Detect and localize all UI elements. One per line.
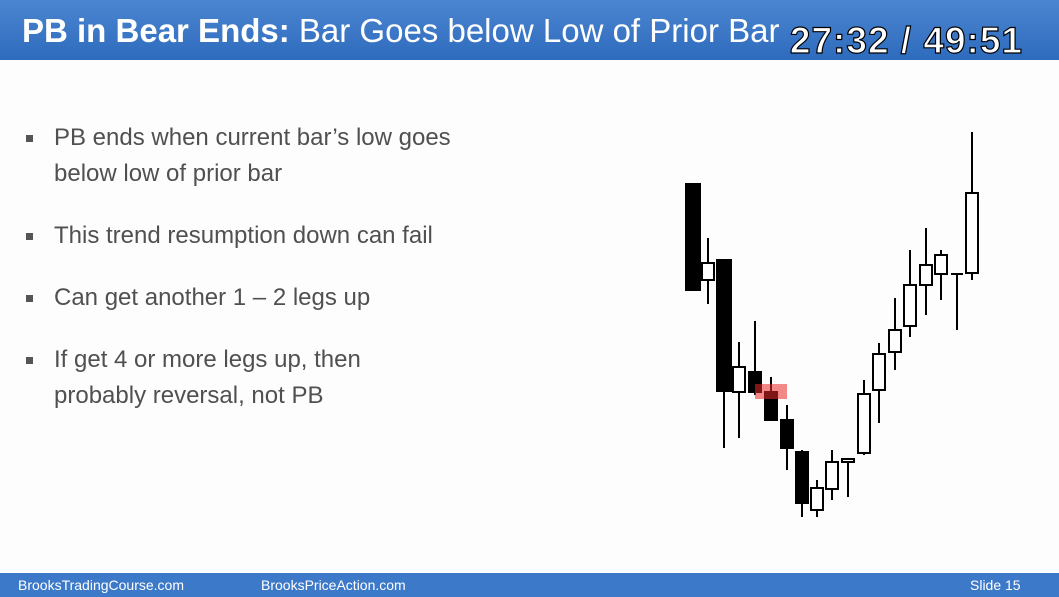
candles — [685, 132, 979, 517]
candle — [857, 393, 871, 454]
candle — [748, 371, 762, 393]
candle — [764, 391, 778, 421]
title-bar: PB in Bear Ends: Bar Goes below Low of P… — [0, 0, 1059, 62]
slide-number: Slide 15 — [970, 577, 1021, 593]
footer: BrooksTradingCourse.com BrooksPriceActio… — [0, 573, 1059, 597]
candle — [965, 192, 979, 274]
bullet-list: PB ends when current bar’s low goes belo… — [24, 120, 454, 440]
title-rest: Bar Goes below Low of Prior Bar — [298, 12, 780, 49]
candle — [934, 254, 948, 275]
bullet: If get 4 or more legs up, then probably … — [24, 342, 434, 414]
candle — [780, 419, 794, 449]
candle — [872, 353, 886, 391]
bullet: This trend resumption down can fail — [24, 218, 454, 254]
candle — [685, 183, 701, 291]
video-timer: 27:32 / 49:51 — [789, 19, 1023, 61]
title: PB in Bear Ends: Bar Goes below Low of P… — [22, 12, 779, 50]
candle — [903, 284, 917, 327]
footer-left: BrooksTradingCourse.com — [18, 577, 184, 593]
candle — [841, 458, 855, 463]
footer-center: BrooksPriceAction.com — [261, 577, 406, 593]
title-bold: PB in Bear Ends: — [22, 12, 290, 49]
highlight — [755, 384, 787, 399]
candle — [919, 264, 933, 286]
candle — [825, 461, 839, 490]
candle — [810, 487, 824, 511]
candle — [888, 329, 902, 353]
bullet: Can get another 1 – 2 legs up — [24, 280, 454, 316]
candle — [732, 366, 746, 393]
bullet: PB ends when current bar’s low goes belo… — [24, 120, 454, 192]
candle — [701, 262, 715, 281]
candle — [795, 451, 809, 504]
candle — [716, 259, 732, 392]
